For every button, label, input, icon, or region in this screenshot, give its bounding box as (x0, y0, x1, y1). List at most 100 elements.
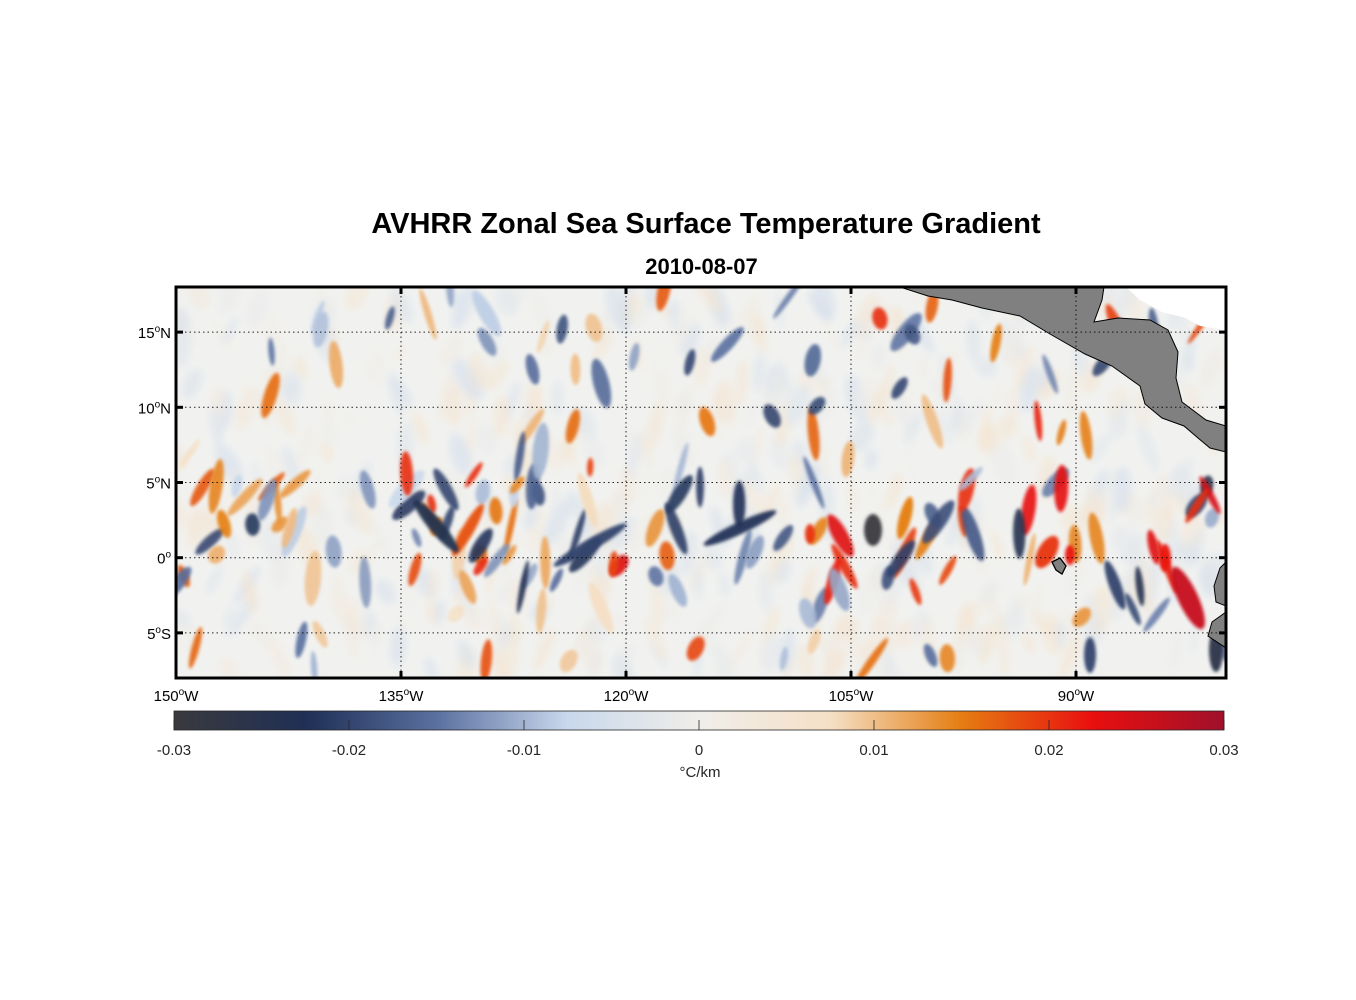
field-feature (536, 588, 547, 634)
field-blob (360, 360, 382, 388)
field-blob (990, 529, 1005, 562)
colorbar-tick-label: 0.02 (1034, 742, 1063, 759)
field-blob (650, 586, 666, 629)
field-blob (645, 339, 664, 387)
field-feature (990, 323, 1002, 363)
field-blob (964, 399, 985, 426)
field-blob (577, 633, 600, 661)
field-blob (451, 358, 484, 401)
field-blob (246, 289, 269, 329)
field-feature (1204, 508, 1219, 528)
latitude-label: 5oS (147, 625, 171, 643)
field-blob (815, 437, 832, 479)
field-feature (190, 468, 215, 507)
field-feature (943, 357, 952, 403)
field-feature (359, 470, 376, 509)
field-blob (212, 319, 234, 352)
equatorial-front (703, 510, 777, 546)
field-blob (439, 468, 470, 513)
field-blob (613, 492, 628, 520)
equatorial-front (896, 496, 914, 540)
longitude-label: 135oW (379, 687, 425, 705)
field-blob (302, 491, 323, 518)
field-blob (582, 432, 605, 469)
field-blob (592, 329, 610, 363)
field-blob (1187, 529, 1205, 568)
field-feature (540, 536, 551, 589)
field-blob (692, 566, 704, 602)
field-blob (757, 571, 774, 613)
field-feature (384, 306, 395, 330)
field-feature (1199, 476, 1221, 514)
field-blob (348, 597, 361, 618)
field-feature (808, 396, 826, 415)
field-blob (1175, 315, 1189, 341)
field-blob (855, 318, 873, 342)
field-blob (323, 394, 335, 433)
field-feature (827, 514, 854, 557)
field-blob (218, 655, 239, 678)
colorbar: -0.03 -0.02 -0.01 0 0.01 0.02 0.03 (157, 710, 1239, 759)
field-blob (1006, 387, 1019, 428)
field-feature (1054, 464, 1069, 513)
field-feature (591, 358, 612, 408)
field-blob (672, 422, 696, 463)
field-feature (489, 497, 503, 525)
field-blob (822, 317, 841, 357)
field-blob (496, 583, 510, 603)
field-blob (818, 376, 829, 397)
field-blob (693, 346, 712, 388)
field-blob (623, 425, 642, 465)
field-blob (424, 568, 441, 600)
field-blob (854, 371, 876, 415)
field-blob (634, 304, 649, 332)
field-blob (865, 477, 886, 524)
field-blob (902, 378, 916, 424)
field-blob (391, 288, 414, 324)
field-blob (588, 649, 602, 678)
map-subtitle: 2010-08-07 (645, 254, 758, 279)
field-blob (186, 509, 203, 549)
field-blob (644, 616, 668, 660)
field-blob (718, 395, 738, 430)
field-blob (226, 529, 240, 561)
field-feature (304, 550, 322, 607)
field-feature (1056, 419, 1067, 446)
field-blob (1019, 365, 1041, 414)
field-blob (449, 433, 472, 476)
field-feature (656, 287, 672, 311)
field-blob (246, 618, 272, 649)
field-feature (779, 646, 788, 671)
field-blob (319, 440, 335, 464)
field-feature (939, 555, 957, 585)
field-feature (570, 353, 581, 386)
field-blob (733, 437, 756, 464)
field-feature (468, 528, 493, 563)
field-blob (930, 376, 951, 414)
field-feature (664, 502, 688, 555)
field-feature (733, 480, 746, 529)
field-blob (267, 635, 292, 678)
field-feature (427, 494, 437, 513)
field-blob (346, 487, 373, 536)
field-blob (258, 318, 271, 347)
field-blob (761, 604, 781, 645)
field-blob (907, 436, 918, 480)
galapagos-islands (1051, 557, 1067, 575)
field-blob (750, 311, 768, 355)
field-feature (586, 457, 594, 477)
field-blob (242, 569, 259, 616)
field-blob (985, 594, 1004, 625)
field-blob (463, 605, 486, 632)
field-blob (437, 333, 466, 368)
field-blob (716, 457, 733, 500)
field-blob (1126, 500, 1144, 531)
field-blob (1155, 467, 1170, 514)
field-blob (312, 287, 336, 317)
field-blob (392, 379, 413, 408)
field-blob (218, 287, 239, 316)
field-feature (1034, 400, 1043, 442)
field-blob (562, 439, 577, 471)
field-blob (222, 606, 237, 629)
field-feature (909, 578, 922, 606)
